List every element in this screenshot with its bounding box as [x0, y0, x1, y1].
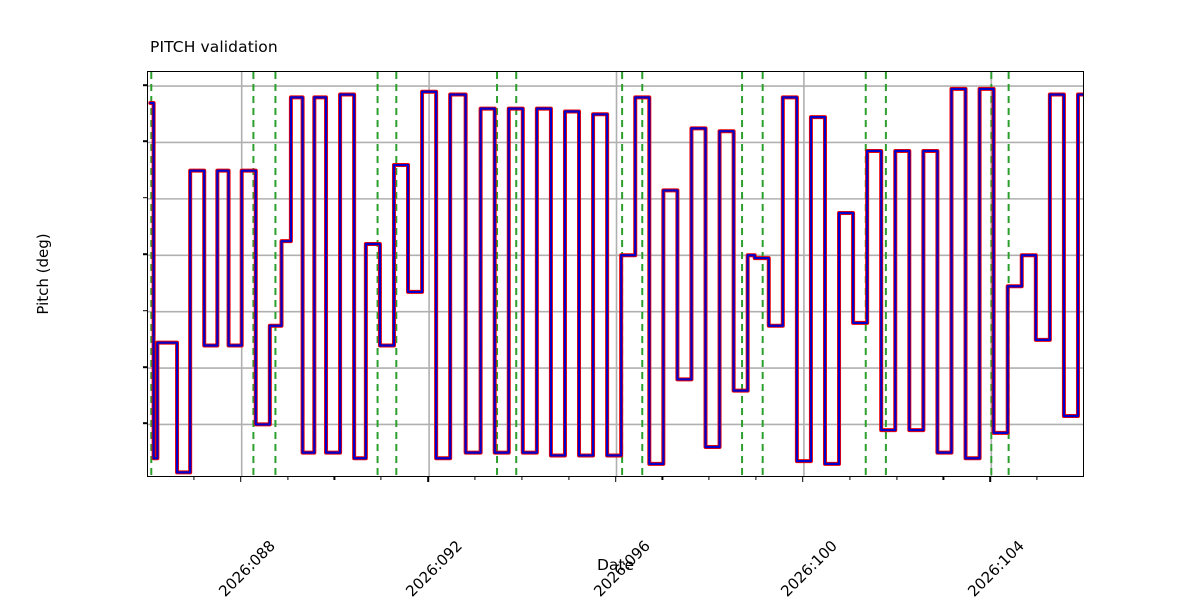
x-axis-minor-tick-mark	[193, 477, 195, 480]
data-series-lines	[148, 86, 1083, 475]
x-axis-minor-tick-mark	[896, 477, 898, 480]
x-axis-minor-tick-mark	[755, 477, 757, 480]
x-axis-minor-tick-mark	[942, 477, 945, 480]
y-axis-tick-mark	[142, 422, 147, 425]
page-title: PITCH validation	[150, 38, 278, 56]
chart-plot	[148, 72, 1083, 476]
x-axis-tick-label: 2026:092	[402, 536, 466, 600]
x-axis-tick-mark	[802, 477, 804, 482]
x-axis-minor-tick-mark	[661, 477, 663, 480]
y-axis-tick-mark	[142, 140, 147, 143]
x-axis-tick-label: 2026:100	[777, 536, 841, 600]
x-axis-tick-mark	[614, 477, 617, 482]
x-axis-minor-tick-mark	[849, 477, 851, 480]
x-axis-tick-mark	[239, 477, 242, 482]
x-axis-minor-tick-mark	[286, 477, 289, 480]
x-axis-tick-label: 2026:104	[964, 536, 1029, 600]
x-axis-label: Date	[596, 556, 635, 574]
x-axis-minor-tick-mark	[521, 477, 523, 480]
x-axis-minor-tick-mark	[380, 477, 382, 480]
y-axis-label: Pitch (deg)	[34, 233, 52, 315]
x-axis-tick-label: 2026:088	[214, 536, 279, 600]
series-line-validation-main	[149, 87, 1083, 474]
x-axis-minor-tick-mark	[708, 477, 710, 480]
y-axis-tick-mark	[142, 309, 147, 312]
x-axis-minor-tick-mark	[1036, 477, 1038, 480]
grid-lines	[148, 72, 1083, 476]
x-axis-tick-label: 2026:096	[589, 536, 654, 600]
y-axis-tick-mark	[142, 84, 147, 86]
x-axis-tick-mark	[989, 477, 992, 482]
y-axis-tick-mark	[142, 253, 147, 256]
y-axis-tick-mark	[142, 197, 147, 199]
y-axis-tick-mark	[142, 366, 147, 368]
x-axis-minor-tick-mark	[474, 477, 476, 480]
x-axis-minor-tick-mark	[568, 477, 570, 480]
x-axis-tick-mark	[427, 477, 429, 482]
plot-area	[147, 71, 1084, 477]
x-axis-minor-tick-mark	[333, 477, 335, 480]
